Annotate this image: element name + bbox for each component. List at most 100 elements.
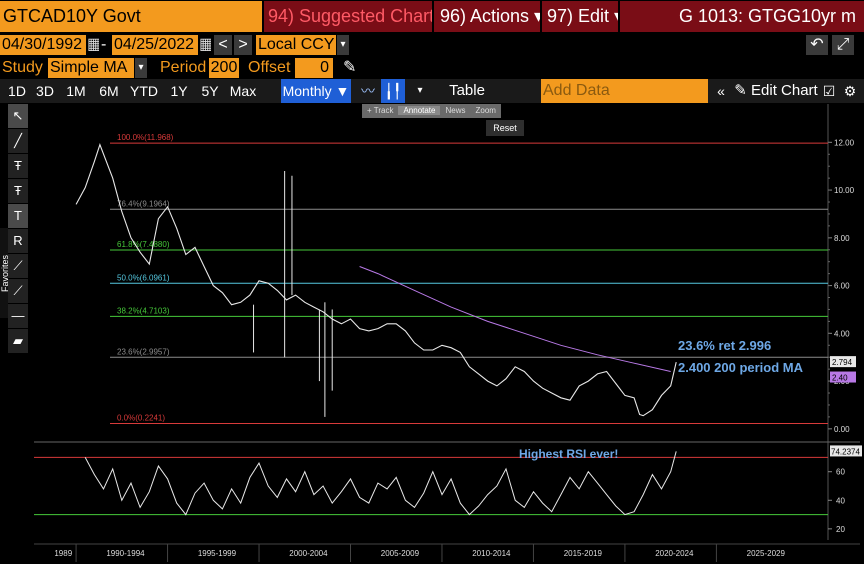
previous-period-button[interactable]: < xyxy=(214,35,232,55)
rsi-tick-label: 40 xyxy=(836,496,845,505)
pencil-icon: ✎ xyxy=(734,82,752,99)
x-tick-label: 2000-2004 xyxy=(289,549,328,558)
x-tick-label: 2025-2029 xyxy=(747,549,786,558)
currency-select[interactable]: Local CCY xyxy=(256,35,336,55)
period-input[interactable]: 200 xyxy=(209,58,239,78)
rsi-last-box xyxy=(830,445,862,457)
fib-level-label: 61.8%(7.4880) xyxy=(117,240,170,249)
calendar-icon[interactable]: ▦ xyxy=(199,36,211,53)
date-range-bar: 04/30/1992 ▦ - 04/25/2022 ▦ < > Local CC… xyxy=(0,33,864,57)
range-button-max[interactable]: Max xyxy=(229,83,257,99)
date-dash: - xyxy=(101,36,107,53)
study-label: Study xyxy=(2,59,43,76)
reset-button[interactable]: Reset xyxy=(486,120,524,136)
annotate-tool[interactable]: Annotate xyxy=(398,106,441,115)
x-tick-label: 2005-2009 xyxy=(381,549,420,558)
fib-annotation: 23.6% ret 2.996 xyxy=(678,338,771,353)
last-price-box xyxy=(830,356,856,368)
collapse-icon[interactable]: « xyxy=(717,83,725,99)
chevron-down-icon[interactable]: ▾ xyxy=(337,35,349,55)
trendline-icon[interactable]: ⟋ xyxy=(8,254,28,278)
pencil-icon[interactable]: ✎ xyxy=(343,59,357,76)
rsi-annotation: Highest RSI ever! xyxy=(519,447,618,461)
line-chart-icon[interactable]: 〰 xyxy=(361,83,375,99)
y-tick-label: 6.00 xyxy=(834,282,850,291)
offset-label: Offset xyxy=(248,59,291,76)
study-select[interactable]: Simple MA xyxy=(48,58,134,78)
edit-chart-button[interactable]: ✎ Edit Chart xyxy=(734,79,818,103)
range-button-1m[interactable]: 1M xyxy=(66,83,86,99)
channel-icon[interactable]: ▰ xyxy=(8,329,28,353)
chevron-down-icon[interactable]: ▾ xyxy=(417,85,423,96)
edit-menu[interactable]: 97) Edit ▾ xyxy=(542,1,618,32)
fib-level-label: 0.0%(0.2241) xyxy=(117,413,165,422)
range-button-6m[interactable]: 6M xyxy=(99,83,119,99)
x-tick-label: 1990-1994 xyxy=(106,549,145,558)
actions-menu[interactable]: 96) Actions ▾ xyxy=(434,1,540,32)
function-title: G 1013: GTGG10yr m xyxy=(620,1,864,32)
candlestick-icon[interactable]: ╽╿ xyxy=(381,79,405,103)
edit-icon[interactable]: ☑ xyxy=(822,83,836,99)
study-bar: Study Simple MA ▾ Period 200 Offset 0 ✎ xyxy=(0,57,864,79)
add-data-input[interactable]: Add Data xyxy=(541,79,708,103)
period-label: Period xyxy=(160,59,207,76)
calendar-icon[interactable]: ▦ xyxy=(87,36,99,53)
last-price-label: 2.794 xyxy=(832,358,853,367)
price-line xyxy=(75,143,677,417)
ray-icon[interactable]: ⟋ xyxy=(8,279,28,303)
moving-average-line xyxy=(359,266,671,372)
ma-annotation: 2.400 200 period MA xyxy=(678,360,804,375)
frequency-select[interactable]: Monthly ▼ xyxy=(281,79,351,103)
table-button[interactable]: Table xyxy=(449,82,485,99)
dollar-tool-icon[interactable]: Ŧ xyxy=(8,179,28,203)
expand-icon[interactable]: ⤢ xyxy=(832,35,854,55)
chart-subtools: + Track Annotate News Zoom xyxy=(362,104,501,118)
x-tick-label: 1995-1999 xyxy=(198,549,237,558)
y-tick-label: 0.00 xyxy=(834,425,850,434)
fib-level-label: 100.0%(11.968) xyxy=(117,133,174,142)
fib-level-label: 50.0%(6.0961) xyxy=(117,273,170,282)
rsi-tick-label: 20 xyxy=(836,525,845,534)
y-tick-label: 10.00 xyxy=(834,186,855,195)
gear-icon[interactable]: ⚙ xyxy=(843,83,857,99)
fib-level-label: 23.6%(2.9957) xyxy=(117,347,170,356)
undo-icon[interactable]: ↶ xyxy=(806,35,828,55)
rsi-last-label: 74.2374 xyxy=(831,447,860,456)
end-date-input[interactable]: 04/25/2022 xyxy=(112,35,198,55)
track-tool[interactable]: + Track xyxy=(367,106,394,115)
text-tool-icon[interactable]: T xyxy=(8,204,28,228)
range-button-1y[interactable]: 1Y xyxy=(170,83,188,99)
news-tool[interactable]: News xyxy=(445,106,466,115)
y-tick-label: 4.00 xyxy=(834,329,850,338)
chevron-down-icon[interactable]: ▾ xyxy=(135,58,147,78)
x-tick-label: 2015-2019 xyxy=(564,549,603,558)
fib-level-label: 38.2%(4.7103) xyxy=(117,306,170,315)
retracement-tool-icon[interactable]: R xyxy=(8,229,28,253)
range-button-1d[interactable]: 1D xyxy=(8,83,26,99)
range-button-3d[interactable]: 3D xyxy=(36,83,54,99)
rsi-line xyxy=(84,451,677,516)
suggested-charts-button[interactable]: 94) Suggested Charts xyxy=(264,1,432,32)
range-button-5y[interactable]: 5Y xyxy=(201,83,219,99)
x-tick-label: 1989 xyxy=(54,549,72,558)
line-tool-icon[interactable]: ╱ xyxy=(8,129,28,153)
reset-label: Reset xyxy=(493,123,517,133)
ma-value-label: 2.40 xyxy=(832,374,848,383)
ma-value-box xyxy=(830,371,856,383)
title-bar: GTCAD10Y Govt 94) Suggested Charts 96) A… xyxy=(0,0,864,33)
cursor-icon[interactable]: ↖ xyxy=(8,104,28,128)
fib-level-label: 76.4%(9.1964) xyxy=(117,199,170,208)
percent-tool-icon[interactable]: Ŧ xyxy=(8,154,28,178)
next-period-button[interactable]: > xyxy=(234,35,252,55)
offset-input[interactable]: 0 xyxy=(295,58,333,78)
chart-toolbar xyxy=(0,79,864,103)
range-button-ytd[interactable]: YTD xyxy=(130,83,158,99)
start-date-input[interactable]: 04/30/1992 xyxy=(0,35,86,55)
horizontal-line-icon[interactable]: — xyxy=(8,304,28,328)
x-tick-label: 2020-2024 xyxy=(655,549,694,558)
drawing-tools: ↖ ╱ Ŧ Ŧ T R ⟋ ⟋ — ▰ xyxy=(8,104,30,354)
security-field[interactable]: GTCAD10Y Govt xyxy=(0,1,262,32)
zoom-tool[interactable]: Zoom xyxy=(475,106,496,115)
y-tick-label: 8.00 xyxy=(834,234,850,243)
